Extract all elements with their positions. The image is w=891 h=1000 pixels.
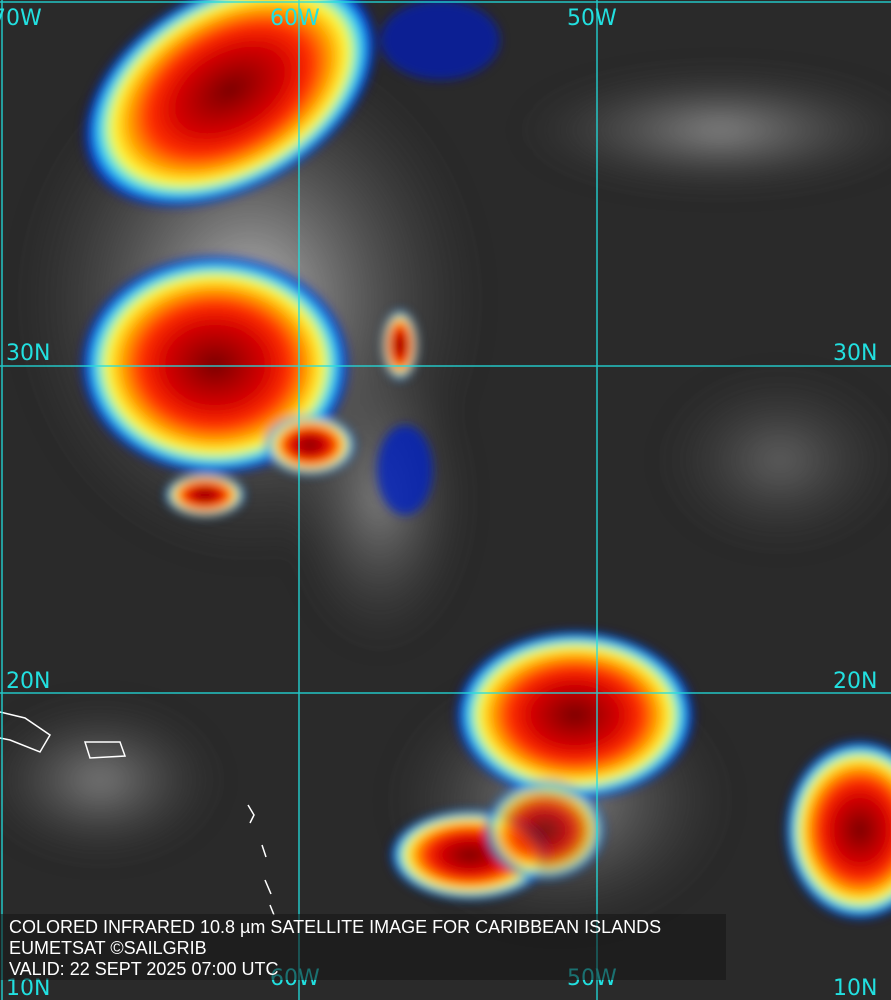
valid-time: VALID: 22 SEPT 2025 07:00 UTC (9, 959, 279, 979)
convection (80, 0, 891, 920)
caption-box: COLORED INFRARED 10.8 µm SATELLITE IMAGE… (0, 914, 726, 980)
lat-label-20n-left: 20N (6, 669, 51, 694)
lon-label-60w-top: 60W (270, 6, 320, 31)
lon-label-70w: 70W (0, 6, 42, 31)
lat-label-20n-right: 20N (833, 669, 878, 694)
lat-label-30n-right: 30N (833, 341, 878, 366)
lon-label-50w-top: 50W (567, 6, 617, 31)
image-title: COLORED INFRARED 10.8 µm SATELLITE IMAGE… (9, 917, 662, 937)
lat-label-30n-left: 30N (6, 341, 51, 366)
lat-label-10n-right: 10N (833, 976, 878, 1000)
lat-label-10n-left: 10N (6, 976, 51, 1000)
image-credit: EUMETSAT ©SAILGRIB (9, 938, 207, 958)
coastlines (0, 711, 275, 916)
